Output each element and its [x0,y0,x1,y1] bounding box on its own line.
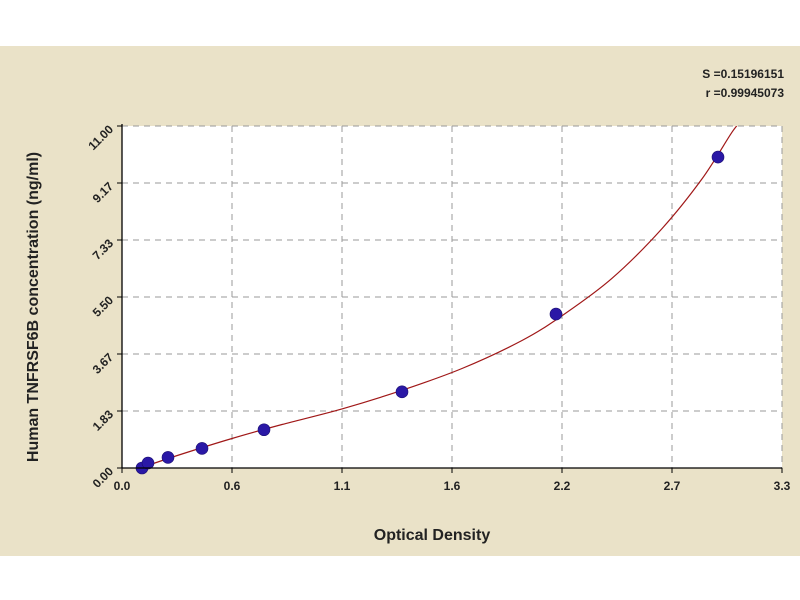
data-point [711,150,725,164]
y-tick-label: 3.67 [90,350,117,377]
x-tick-label: 0.0 [114,479,131,493]
y-tick-label: 0.00 [90,464,117,491]
fit-curve [141,126,738,468]
y-tick-label: 7.33 [90,236,117,263]
data-point [257,423,271,437]
y-tick-labels: 0.00 1.83 3.67 5.50 7.33 9.17 11.00 [85,122,116,491]
axes [117,124,783,473]
data-point [195,442,209,455]
y-tick-label: 5.50 [90,293,117,320]
stat-s-value: S =0.15196151 [702,67,784,81]
y-tick-label: 9.17 [90,179,117,206]
fit-curve-layer [141,126,738,468]
data-point [549,307,563,321]
chart: 0.0 0.6 1.1 1.6 2.2 2.7 3.3 0.00 1.83 3.67 5.50 7.… [25,67,791,544]
gridlines [122,125,783,468]
y-tick-label: 1.83 [90,407,117,434]
x-tick-label: 2.2 [554,479,571,493]
x-tick-label: 1.6 [444,479,461,493]
stat-r-value: r =0.99945073 [706,86,785,100]
chart-panel: 0.0 0.6 1.1 1.6 2.2 2.7 3.3 0.00 1.83 3.67 5.50 7.… [0,46,800,556]
x-axis-label: Optical Density [374,527,491,544]
x-tick-label: 0.6 [224,479,241,493]
y-tick-label: 11.00 [85,122,116,153]
x-tick-label: 1.1 [334,479,351,493]
y-axis-label: Human TNFRSF6B concentration (ng/ml) [25,152,42,462]
x-tick-label: 3.3 [774,479,791,493]
data-point [141,456,155,470]
x-tick-labels: 0.0 0.6 1.1 1.6 2.2 2.7 3.3 [114,479,791,493]
data-points [135,150,725,475]
x-tick-label: 2.7 [664,479,681,493]
data-point [395,385,409,399]
data-point [161,451,175,464]
